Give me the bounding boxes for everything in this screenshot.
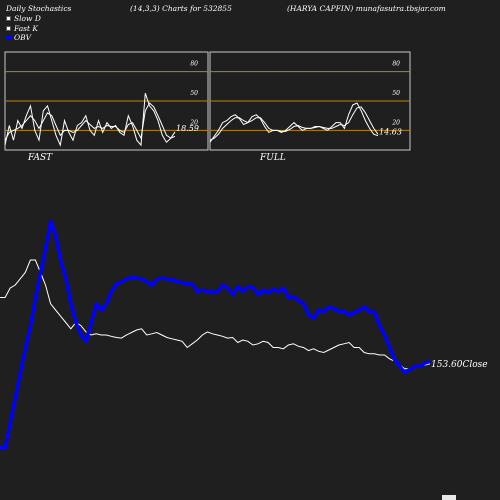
legend-item-slow-d: Slow D bbox=[6, 14, 41, 24]
legend-square-icon bbox=[6, 35, 11, 41]
fast-series-fast-k bbox=[4, 93, 176, 147]
fast-panel-title: FAST bbox=[28, 153, 53, 163]
full-panel-title: FULL bbox=[260, 153, 286, 163]
chart-params-title: (14,3,3) Charts for 532855 bbox=[130, 4, 232, 13]
legend-item-fast-k: Fast K bbox=[6, 24, 41, 34]
fast-y-tick-label: 80 bbox=[190, 61, 198, 68]
fast-last-value-label: 18.59 bbox=[176, 124, 199, 133]
company-source-title: (HARYA CAPFIN) munafasutra.tbsjar.com bbox=[287, 4, 446, 13]
full-y-tick-label: 20 bbox=[391, 119, 400, 126]
full-y-tick-label: 50 bbox=[392, 90, 400, 97]
watermark-mark bbox=[442, 495, 456, 500]
fast-y-tick-label: 50 bbox=[190, 90, 198, 97]
fast-y-tick-label: 20 bbox=[189, 119, 198, 126]
legend: Slow D Fast K OBV bbox=[6, 14, 41, 43]
obv-line bbox=[0, 219, 431, 450]
legend-label-obv: OBV bbox=[14, 33, 32, 42]
chart-type-title: Daily Stochastics bbox=[6, 4, 72, 13]
close-price-label: 153.60Close bbox=[431, 360, 488, 370]
legend-item-obv: OBV bbox=[6, 33, 41, 43]
full-last-value-label: 14.63 bbox=[379, 128, 402, 137]
legend-label-slow-d: Slow D bbox=[14, 14, 41, 23]
legend-square-icon bbox=[6, 25, 11, 31]
fast-series-slow-d bbox=[4, 102, 176, 141]
full-y-tick-label: 80 bbox=[392, 61, 400, 68]
legend-square-icon bbox=[6, 16, 11, 22]
legend-label-fast-k: Fast K bbox=[14, 23, 39, 33]
full-series-slow-d bbox=[209, 106, 379, 141]
price-line bbox=[0, 259, 431, 370]
full-series-fast-k bbox=[209, 102, 379, 143]
